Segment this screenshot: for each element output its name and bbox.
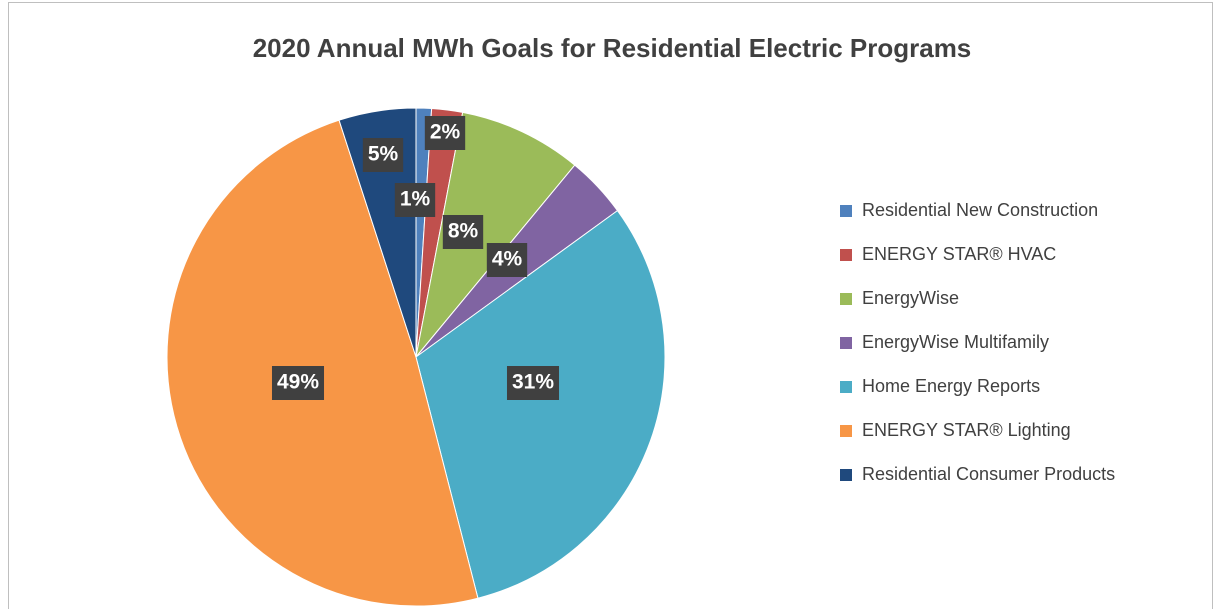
legend-swatch <box>840 381 852 393</box>
data-label-box <box>506 366 560 400</box>
legend-label: Home Energy Reports <box>862 376 1040 396</box>
data-label-box <box>271 366 325 400</box>
legend-label: EnergyWise <box>862 288 959 308</box>
data-label: 8% <box>448 220 479 243</box>
data-label: 1% <box>400 188 431 211</box>
data-label: 5% <box>368 143 399 166</box>
chart-title: 2020 Annual MWh Goals for Residential El… <box>253 33 972 63</box>
legend-swatch <box>840 293 852 305</box>
pie-slice <box>415 209 666 599</box>
legend-label: ENERGY STAR® Lighting <box>862 420 1071 440</box>
data-label: 4% <box>492 248 523 271</box>
data-label-box <box>486 243 528 277</box>
data-label-box <box>394 183 436 217</box>
pie-slice <box>415 111 576 358</box>
pie-slice <box>166 119 479 607</box>
legend-label: EnergyWise Multifamily <box>862 332 1049 352</box>
legend-swatch <box>840 205 852 217</box>
legend-label: Residential Consumer Products <box>862 464 1115 484</box>
legend-label: ENERGY STAR® HVAC <box>862 244 1056 264</box>
data-label: 2% <box>430 121 461 144</box>
data-label-box <box>362 138 404 172</box>
legend-swatch <box>840 425 852 437</box>
data-label-box <box>442 215 484 249</box>
legend-swatch <box>840 249 852 261</box>
data-label: 49% <box>277 371 319 394</box>
legend-swatch <box>840 469 852 481</box>
data-label: 31% <box>512 371 554 394</box>
data-label-box <box>424 116 466 150</box>
legend-label: Residential New Construction <box>862 200 1098 220</box>
legend-swatch <box>840 337 852 349</box>
